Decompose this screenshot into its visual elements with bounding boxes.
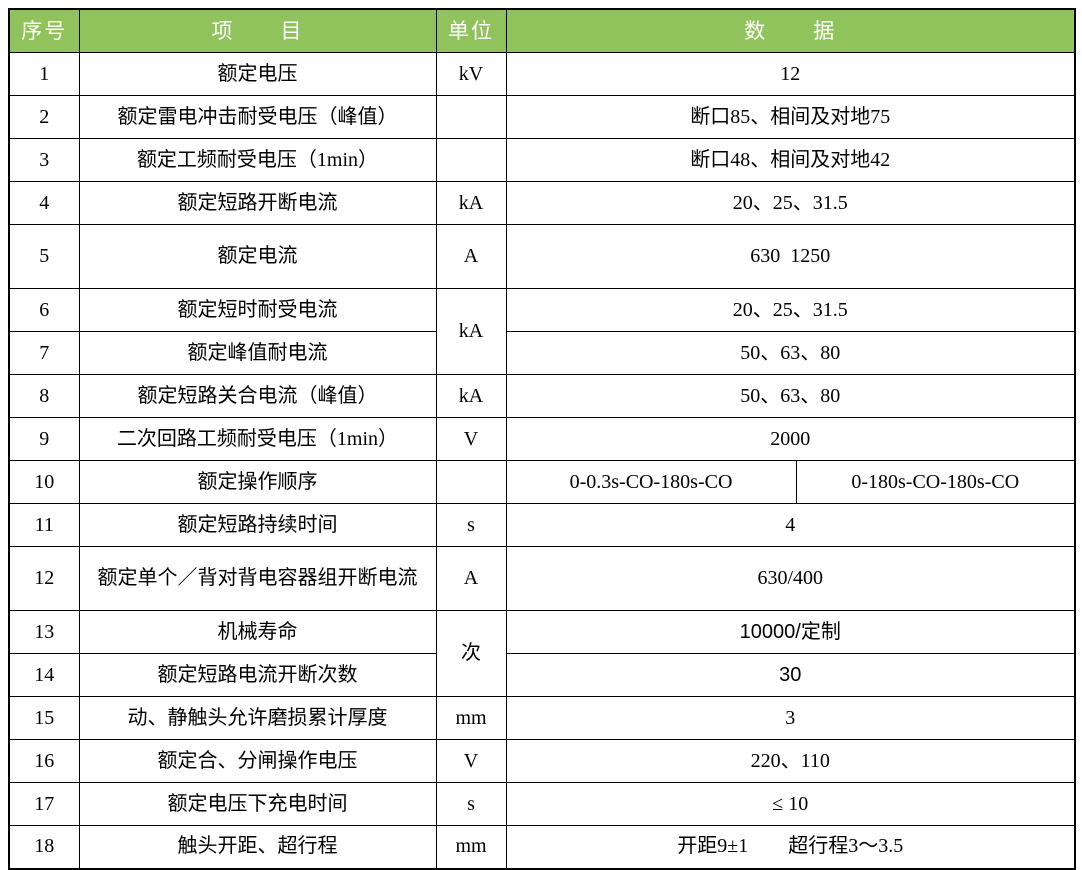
table-row: 18 触头开距、超行程 mm 开距9±1 超行程3～3.5 [8, 825, 1076, 869]
cell-data: 20、25、31.5 [505, 288, 1076, 332]
table-row: 17 额定电压下充电时间 s ≤ 10 [8, 782, 1076, 826]
cell-item: 额定操作顺序 [78, 460, 437, 504]
cell-no: 16 [8, 739, 80, 783]
cell-data: 630/400 [505, 546, 1076, 611]
cell-no: 4 [8, 181, 80, 225]
table-header-row: 序号 项 目 单位 数 据 [8, 8, 1076, 53]
table-row: 2 额定雷电冲击耐受电压（峰值） 断口85、相间及对地75 [8, 95, 1076, 139]
cell-item: 动、静触头允许磨损累计厚度 [78, 696, 437, 740]
cell-item: 额定合、分闸操作电压 [78, 739, 437, 783]
table-row: 14 额定短路电流开断次数 30 [8, 653, 1076, 697]
cell-item: 额定峰值耐电流 [78, 331, 437, 375]
cell-unit: mm [435, 696, 507, 740]
cell-data: 630 1250 [505, 224, 1076, 289]
header-col-no: 序号 [8, 8, 80, 53]
cell-no: 11 [8, 503, 80, 547]
cell-data: 4 [505, 503, 1076, 547]
cell-no: 17 [8, 782, 80, 826]
table-row: 16 额定合、分闸操作电压 V 220、110 [8, 739, 1076, 783]
table-row: 15 动、静触头允许磨损累计厚度 mm 3 [8, 696, 1076, 740]
cell-item: 额定电压下充电时间 [78, 782, 437, 826]
cell-item: 触头开距、超行程 [78, 825, 437, 869]
cell-unit: V [435, 417, 507, 461]
table-row: 6 额定短时耐受电流 kA 20、25、31.5 [8, 288, 1076, 375]
cell-no: 14 [8, 653, 80, 697]
cell-unit [435, 95, 507, 139]
cell-item: 二次回路工频耐受电压（1min） [78, 417, 437, 461]
table-row: 12 额定单个／背对背电容器组开断电流 A 630/400 [8, 546, 1076, 611]
table-row: 3 额定工频耐受电压（1min） 断口48、相间及对地42 [8, 138, 1076, 182]
cell-item: 额定短路开断电流 [78, 181, 437, 225]
cell-item: 额定电压 [78, 52, 437, 96]
cell-data: 断口85、相间及对地75 [505, 95, 1076, 139]
cell-no: 13 [8, 610, 80, 654]
cell-unit-merged: 次 [435, 610, 507, 697]
cell-unit: s [435, 782, 507, 826]
cell-no: 8 [8, 374, 80, 418]
table-row: 9 二次回路工频耐受电压（1min） V 2000 [8, 417, 1076, 461]
cell-data: ≤ 10 [505, 782, 1076, 826]
cell-unit: mm [435, 825, 507, 869]
cell-no: 10 [8, 460, 80, 504]
cell-unit: kA [435, 374, 507, 418]
cell-no: 9 [8, 417, 80, 461]
cell-item: 额定短时耐受电流 [78, 288, 437, 332]
cell-item: 额定短路关合电流（峰值） [78, 374, 437, 418]
header-col-unit: 单位 [435, 8, 507, 53]
cell-no: 15 [8, 696, 80, 740]
table-row: 1 额定电压 kV 12 [8, 52, 1076, 96]
cell-unit: kV [435, 52, 507, 96]
table-row: 5 额定电流 A 630 1250 [8, 224, 1076, 289]
cell-unit: V [435, 739, 507, 783]
cell-no: 6 [8, 288, 80, 332]
table-row: 11 额定短路持续时间 s 4 [8, 503, 1076, 547]
table-row: 8 额定短路关合电流（峰值） kA 50、63、80 [8, 374, 1076, 418]
cell-item: 额定雷电冲击耐受电压（峰值） [78, 95, 437, 139]
cell-no: 5 [8, 224, 80, 289]
cell-item: 额定单个／背对背电容器组开断电流 [78, 546, 437, 611]
header-col-item: 项 目 [78, 8, 437, 53]
cell-unit [435, 460, 507, 504]
cell-unit: A [435, 224, 507, 289]
cell-no: 18 [8, 825, 80, 869]
cell-data: 3 [505, 696, 1076, 740]
cell-no: 1 [8, 52, 80, 96]
table-row: 13 机械寿命 次 10000/定制 [8, 610, 1076, 697]
cell-data: 30 [505, 653, 1076, 697]
cell-data: 20、25、31.5 [505, 181, 1076, 225]
cell-item: 额定电流 [78, 224, 437, 289]
cell-unit: kA [435, 181, 507, 225]
cell-data: 10000/定制 [505, 610, 1076, 654]
cell-data: 开距9±1 超行程3～3.5 [505, 825, 1076, 869]
cell-data: 220、110 [505, 739, 1076, 783]
table-row: 7 额定峰值耐电流 50、63、80 [8, 331, 1076, 375]
cell-data: 断口48、相间及对地42 [505, 138, 1076, 182]
cell-data: 50、63、80 [505, 374, 1076, 418]
cell-unit: A [435, 546, 507, 611]
cell-no: 12 [8, 546, 80, 611]
cell-unit: s [435, 503, 507, 547]
cell-item: 机械寿命 [78, 610, 437, 654]
cell-data: 50、63、80 [505, 331, 1076, 375]
table-row: 10 额定操作顺序 0-0.3s-CO-180s-CO 0-180s-CO-18… [8, 460, 1076, 504]
cell-data: 2000 [505, 417, 1076, 461]
cell-unit-merged: kA [435, 288, 507, 375]
cell-data-left: 0-0.3s-CO-180s-CO [505, 460, 797, 504]
cell-no: 2 [8, 95, 80, 139]
header-col-data: 数 据 [505, 8, 1076, 53]
cell-no: 3 [8, 138, 80, 182]
spec-table: 序号 项 目 单位 数 据 1 额定电压 kV 12 2 额定雷电冲击耐受电压（… [8, 8, 1076, 870]
cell-item: 额定工频耐受电压（1min） [78, 138, 437, 182]
cell-no: 7 [8, 331, 80, 375]
cell-data-right: 0-180s-CO-180s-CO [795, 460, 1076, 504]
cell-item: 额定短路持续时间 [78, 503, 437, 547]
cell-item: 额定短路电流开断次数 [78, 653, 437, 697]
cell-data: 12 [505, 52, 1076, 96]
cell-unit [435, 138, 507, 182]
table-row: 4 额定短路开断电流 kA 20、25、31.5 [8, 181, 1076, 225]
